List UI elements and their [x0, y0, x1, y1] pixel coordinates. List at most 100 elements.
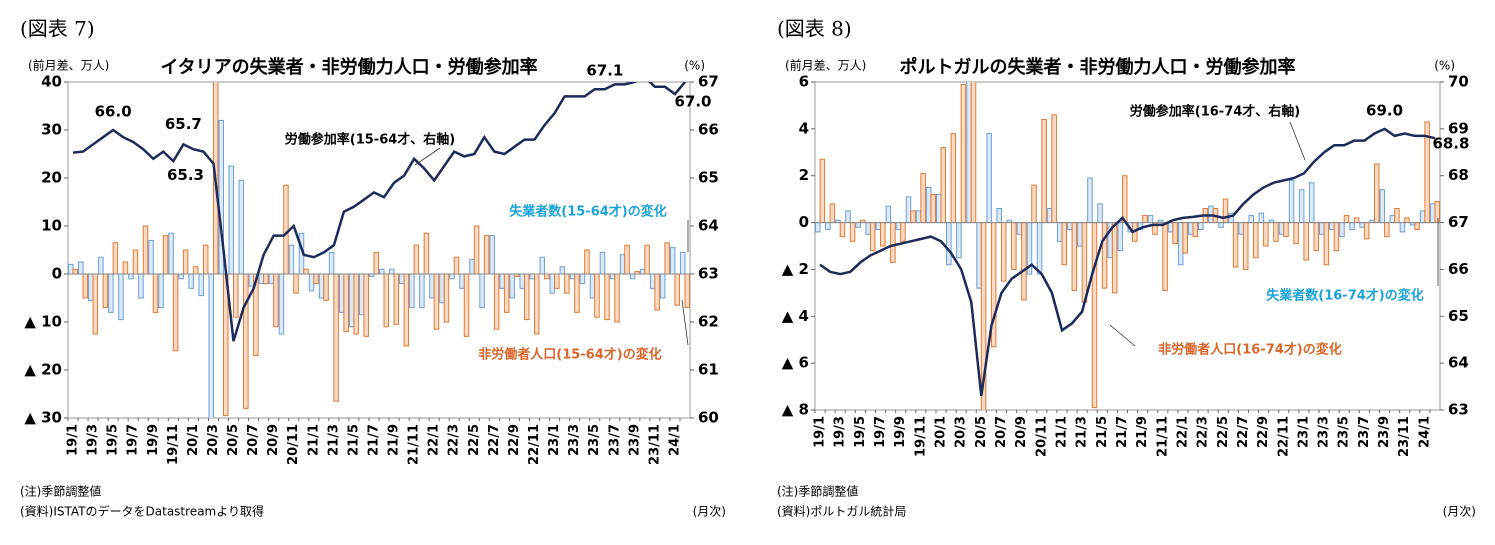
series-label: 労働参加率(16-74才、右軸)	[1130, 104, 1300, 120]
series-label: 労働参加率(15-64才、右軸)	[285, 132, 455, 148]
bar	[940, 147, 947, 224]
leader-line	[681, 299, 689, 346]
y-tick-label: 4	[799, 119, 809, 137]
bar	[1242, 222, 1249, 270]
bar	[1273, 222, 1279, 242]
bar	[463, 273, 470, 337]
bar	[819, 158, 826, 224]
x-tick-label: 21/11	[1155, 416, 1170, 457]
bar	[1339, 222, 1345, 238]
bar	[208, 273, 214, 418]
bar	[1404, 217, 1410, 224]
bar	[910, 210, 916, 224]
y2-tick-label: 68	[1448, 166, 1469, 184]
bar	[158, 273, 164, 309]
bar	[1238, 222, 1244, 235]
x-tick-label: 21/1	[306, 424, 321, 456]
bar	[1343, 215, 1350, 224]
bar	[1087, 177, 1093, 224]
plot-area	[68, 82, 690, 418]
x-tick-label: 22/1	[427, 424, 442, 456]
bar	[72, 268, 79, 275]
bar	[449, 273, 455, 280]
x-tick-label: 23/3	[1317, 416, 1332, 448]
bar	[328, 251, 335, 275]
bar	[1429, 203, 1436, 224]
x-axis-label: (月次)	[1443, 505, 1476, 519]
bar	[875, 222, 882, 231]
bar	[519, 273, 525, 289]
bar	[890, 222, 896, 263]
y2-tick-label: 63	[1448, 401, 1469, 419]
bar	[1323, 222, 1330, 266]
x-tick-label: 20/5	[226, 424, 241, 456]
bar	[1061, 222, 1068, 266]
bar	[403, 273, 410, 347]
bar	[930, 193, 936, 224]
x-tick-label: 22/3	[447, 424, 462, 456]
leader-line	[1109, 324, 1136, 347]
bar	[1248, 215, 1255, 224]
bar	[88, 273, 94, 301]
x-tick-label: 19/5	[853, 416, 868, 448]
x-tick-label: 22/3	[1196, 416, 1211, 448]
x-tick-label: 22/7	[1236, 416, 1251, 448]
bar	[1011, 222, 1017, 270]
data-label: 69.0	[1366, 101, 1403, 119]
bar	[579, 273, 586, 285]
bar	[483, 235, 490, 275]
bar	[138, 273, 144, 299]
bar	[996, 208, 1002, 224]
bar	[389, 268, 395, 275]
bar	[1253, 222, 1259, 259]
bar	[469, 259, 475, 275]
bar	[534, 273, 540, 335]
bar	[503, 273, 510, 313]
bar	[358, 273, 365, 316]
bar	[1067, 222, 1073, 231]
bar	[202, 244, 209, 275]
bar	[78, 261, 84, 275]
bar	[1363, 222, 1370, 240]
chart: (図表 8) ポルトガルの失業者・非労働力人口・労働参加率 (前月差、万人) (%) (…	[777, 17, 1476, 519]
bar	[379, 268, 385, 275]
bar	[1167, 222, 1174, 233]
bar	[1091, 222, 1098, 409]
bar	[659, 273, 666, 299]
bar	[554, 273, 560, 289]
bar	[268, 273, 275, 285]
bar	[1278, 222, 1285, 235]
bar	[188, 273, 194, 289]
bar	[1031, 184, 1037, 224]
bar	[98, 256, 104, 275]
y2-axis-label: (%)	[1434, 59, 1455, 73]
bar	[172, 273, 179, 352]
source: (資料)ポルトガル統計局	[777, 504, 906, 519]
bar	[1319, 222, 1325, 235]
x-tick-label: 23/9	[1377, 416, 1392, 448]
data-label: 68.8	[1432, 135, 1469, 153]
bar	[228, 165, 235, 275]
bar	[1046, 208, 1053, 224]
bar	[198, 273, 204, 297]
bar	[1192, 222, 1199, 238]
bar	[192, 266, 199, 275]
y-tick-label: 0	[52, 265, 62, 283]
x-tick-label: 19/1	[813, 416, 828, 448]
x-tick-label: 22/9	[1256, 416, 1271, 448]
x-tick-label: 20/7	[994, 416, 1009, 448]
bar	[178, 273, 184, 280]
x-tick-label: 22/5	[1216, 416, 1231, 448]
bar	[509, 273, 515, 299]
bar	[869, 222, 876, 252]
x-tick-label: 21/9	[1135, 416, 1150, 448]
bar	[1117, 222, 1123, 252]
bar	[308, 273, 315, 292]
x-tick-label: 23/5	[587, 424, 602, 456]
y-tick-label: 40	[41, 73, 62, 91]
bar	[419, 273, 425, 309]
x-tick-label: 21/9	[387, 424, 402, 456]
y-tick-label: ▲ 10	[24, 313, 62, 331]
bar	[499, 273, 505, 289]
bar	[986, 133, 992, 224]
